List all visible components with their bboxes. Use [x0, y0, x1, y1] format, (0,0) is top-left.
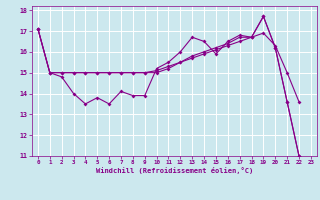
X-axis label: Windchill (Refroidissement éolien,°C): Windchill (Refroidissement éolien,°C): [96, 167, 253, 174]
